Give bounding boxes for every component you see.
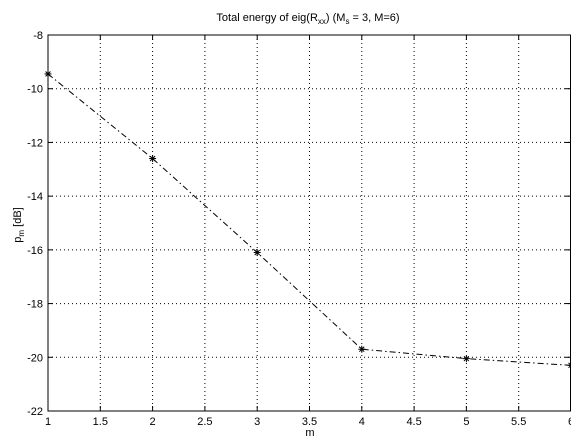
x-tick-label: 2 xyxy=(150,416,156,428)
x-tick-label: 1 xyxy=(45,416,51,428)
ticks xyxy=(47,34,571,412)
y-label-main: p xyxy=(12,237,24,243)
title-prefix: Total energy of eig(R xyxy=(216,12,318,24)
data-point xyxy=(567,361,571,369)
x-tick-labels: 1 1.5 2 2.5 3 3.5 4 4.5 5 5.5 6 xyxy=(45,416,571,428)
x-tick-label: 4 xyxy=(359,416,365,428)
title-suffix: = 3, M=6) xyxy=(349,12,399,24)
x-tick-label: 5 xyxy=(463,416,469,428)
y-tick-label: -22 xyxy=(27,406,43,418)
title-sub1: xx xyxy=(318,17,326,26)
y-tick-label: -12 xyxy=(27,137,43,149)
x-tick-label: 3.5 xyxy=(302,416,317,428)
data-point xyxy=(253,249,261,257)
x-tick-label: 5.5 xyxy=(511,416,526,428)
grid xyxy=(48,35,571,411)
x-axis-label: m xyxy=(305,427,314,439)
y-tick-label: -8 xyxy=(33,30,43,42)
y-axis-label: pm [dB] xyxy=(12,207,26,242)
x-tick-label: 6 xyxy=(568,416,571,428)
y-label-rest: [dB] xyxy=(12,207,24,230)
x-tick-label: 1.5 xyxy=(93,416,108,428)
y-label-sub: m xyxy=(17,230,26,237)
x-tick-label: 3 xyxy=(254,416,260,428)
title-middle: ) (M xyxy=(326,12,346,24)
y-tick-label: -18 xyxy=(27,299,43,311)
chart-title: Total energy of eig(Rxx) (Ms = 3, M=6) xyxy=(216,12,399,26)
data-point xyxy=(149,155,157,163)
title-sub2: s xyxy=(345,17,349,26)
y-tick-labels: -22 -20 -18 -16 -14 -12 -10 -8 xyxy=(27,30,43,418)
x-tick-label: 4.5 xyxy=(406,416,421,428)
data-point xyxy=(358,345,366,353)
data-point xyxy=(462,355,470,363)
markers xyxy=(44,70,571,369)
y-tick-label: -10 xyxy=(27,84,43,96)
series-line xyxy=(47,73,571,366)
x-tick-label: 2.5 xyxy=(197,416,212,428)
data-point xyxy=(44,70,52,78)
y-tick-label: -14 xyxy=(27,191,43,203)
y-tick-label: -20 xyxy=(27,352,43,364)
y-tick-label: -16 xyxy=(27,245,43,257)
